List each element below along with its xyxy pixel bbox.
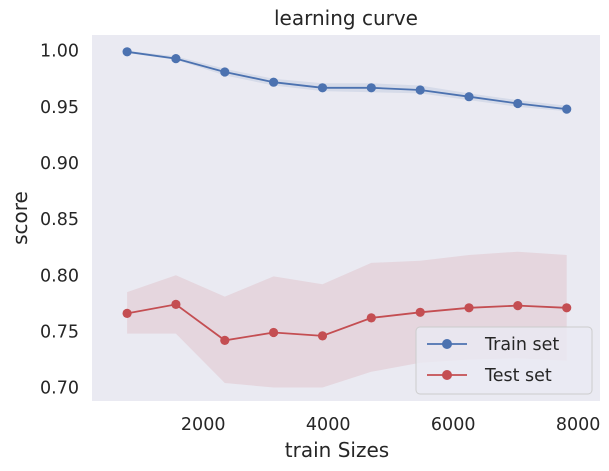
point-train-8: [513, 98, 523, 109]
y-tick-label: 0.85: [40, 210, 79, 230]
y-tick-label: 0.70: [40, 379, 79, 399]
point-test-3: [269, 327, 279, 338]
point-test-8: [513, 301, 523, 311]
y-tick-label: 1.00: [40, 42, 79, 62]
x-tick-label: 4000: [306, 415, 351, 435]
point-train-7: [464, 92, 474, 102]
y-tick-label: 0.80: [40, 266, 79, 286]
series-lines: [126, 50, 567, 342]
x-tick-label: 8000: [556, 415, 601, 435]
point-test-6: [415, 307, 425, 317]
series-points: [122, 47, 572, 345]
point-test-2: [220, 335, 230, 345]
point-train-4: [317, 83, 328, 93]
y-tick-label: 0.75: [40, 322, 79, 342]
point-train-3: [269, 77, 279, 87]
y-axis-label: score: [8, 191, 32, 245]
x-tick-label: 6000: [431, 415, 476, 435]
legend-marker-test: [442, 370, 452, 380]
band-train: [127, 50, 567, 112]
legend: Train set Test set: [415, 326, 593, 395]
point-test-7: [464, 303, 474, 313]
point-train-1: [171, 54, 181, 64]
line-test: [126, 303, 567, 342]
legend-marker-train: [442, 339, 452, 349]
x-tick-label: 2000: [181, 415, 226, 435]
legend-label-train: Train set: [484, 335, 559, 355]
point-train-6: [415, 85, 425, 95]
point-train-0: [122, 47, 132, 57]
y-axis-ticks: 0.70 0.75 0.80 0.85 0.90 0.95 1.00: [40, 42, 79, 399]
chart-title: learning curve: [274, 6, 418, 30]
y-tick-label: 0.90: [40, 154, 79, 174]
point-test-9: [562, 303, 572, 313]
line-train: [126, 50, 567, 110]
point-test-1: [171, 299, 181, 309]
y-tick-label: 0.95: [40, 98, 79, 118]
x-axis-ticks: 2000 4000 6000 8000: [181, 415, 600, 435]
point-train-9: [562, 104, 572, 114]
point-train-2: [220, 67, 230, 77]
point-test-4: [317, 331, 328, 341]
legend-label-test: Test set: [484, 366, 552, 386]
point-test-5: [366, 313, 376, 323]
point-train-5: [366, 83, 376, 93]
x-axis-label: train Sizes: [285, 438, 389, 462]
point-test-0: [122, 308, 132, 318]
